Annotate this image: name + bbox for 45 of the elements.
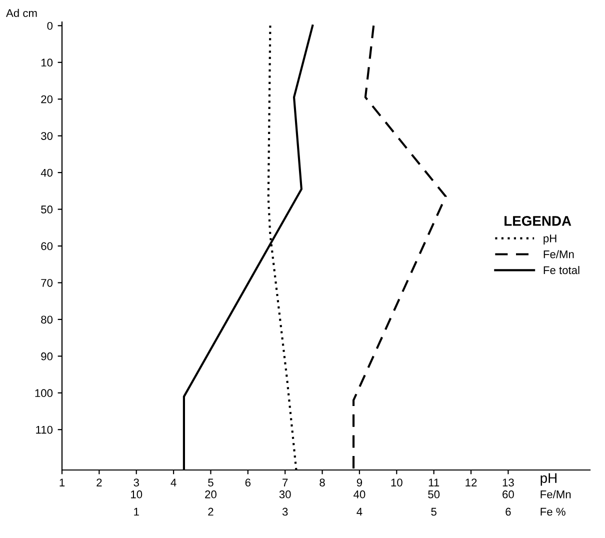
x-tick-label: 11 [428,478,440,486]
x2-tick-label: 60 [502,490,514,498]
y-tick-label: 60 [41,242,53,250]
x-tick-label: 6 [506,508,511,516]
legend-label: pH [544,234,556,245]
y-tick-label: 110 [36,426,53,434]
x2-tick-label: 30 [279,490,291,498]
y-tick-label: 50 [41,206,53,214]
legend-label: Fe/Mn [544,250,574,258]
y-tick-label: 30 [41,132,53,140]
x-tick-label: 3 [134,478,139,486]
x-tick-label: 2 [96,478,102,486]
x2-tick-label: 40 [354,490,366,498]
x-tick-label: 3 [282,508,288,516]
x-tick-label: 9 [356,478,362,486]
x-axis-title: Fe % [540,508,566,516]
x-tick-label: 4 [170,478,176,486]
x2-axis-title: Fe/Mn [540,490,571,498]
y-tick-label: 10 [41,58,53,67]
x-tick-label: 13 [502,478,514,486]
x-tick-label: 6 [245,478,251,486]
x-tick-label: 12 [466,478,477,486]
x-tick-label: 8 [320,478,325,486]
legend-title: LEGENDA [504,216,572,226]
x-tick-label: 5 [431,508,436,516]
y-tick-label: 20 [41,95,53,104]
x-tick-label: 1 [60,478,65,486]
y-tick-label: 100 [35,389,53,398]
y-tick-label: 0 [47,22,53,30]
x2-tick-label: 50 [428,490,440,498]
x-tick-label: 7 [282,478,288,486]
y-tick-label: 40 [40,168,53,177]
x-tick-label: 10 [391,478,402,486]
y-tick-label: 80 [41,316,53,324]
x2-tick-label: 10 [131,490,142,498]
y-tick-label: 70 [41,278,53,287]
x-tick-label: 2 [208,508,214,516]
y-axis-title: Ad cm [6,8,37,18]
x2-tick-label: 20 [205,490,216,498]
text: Fe total [544,266,580,274]
y-tick-label: 90 [41,352,53,360]
x-axis-title: pH [540,473,556,486]
x-tick-label: 1 [134,508,139,516]
x-tick-label: 5 [208,478,214,486]
x-tick-label: 4 [356,508,362,516]
